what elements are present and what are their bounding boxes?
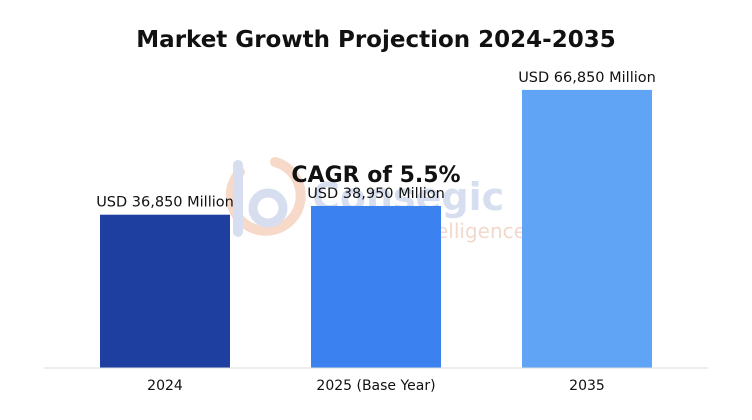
bar-2025 <box>311 205 441 368</box>
x-tick-label-2025: 2025 (Base Year) <box>316 378 435 394</box>
bars-layer <box>100 89 652 369</box>
x-tick-label-2035: 2035 <box>569 378 605 394</box>
cagr-annotation: CAGR of 5.5% <box>291 163 460 188</box>
data-label-2025: USD 38,950 Million <box>307 186 445 202</box>
bar-2024 <box>100 214 230 368</box>
bar-2035 <box>522 89 652 369</box>
data-labels-layer: USD 36,850 Million USD 38,950 Million USD … <box>96 70 656 211</box>
data-label-2035: USD 66,850 Million <box>518 70 656 86</box>
x-tick-label-2024: 2024 <box>147 378 183 394</box>
data-label-2024: USD 36,850 Million <box>96 195 234 211</box>
x-axis-ticks-layer: 2024 2025 (Base Year) 2035 <box>147 378 605 394</box>
chart-title: Market Growth Projection 2024-2035 <box>136 27 615 53</box>
